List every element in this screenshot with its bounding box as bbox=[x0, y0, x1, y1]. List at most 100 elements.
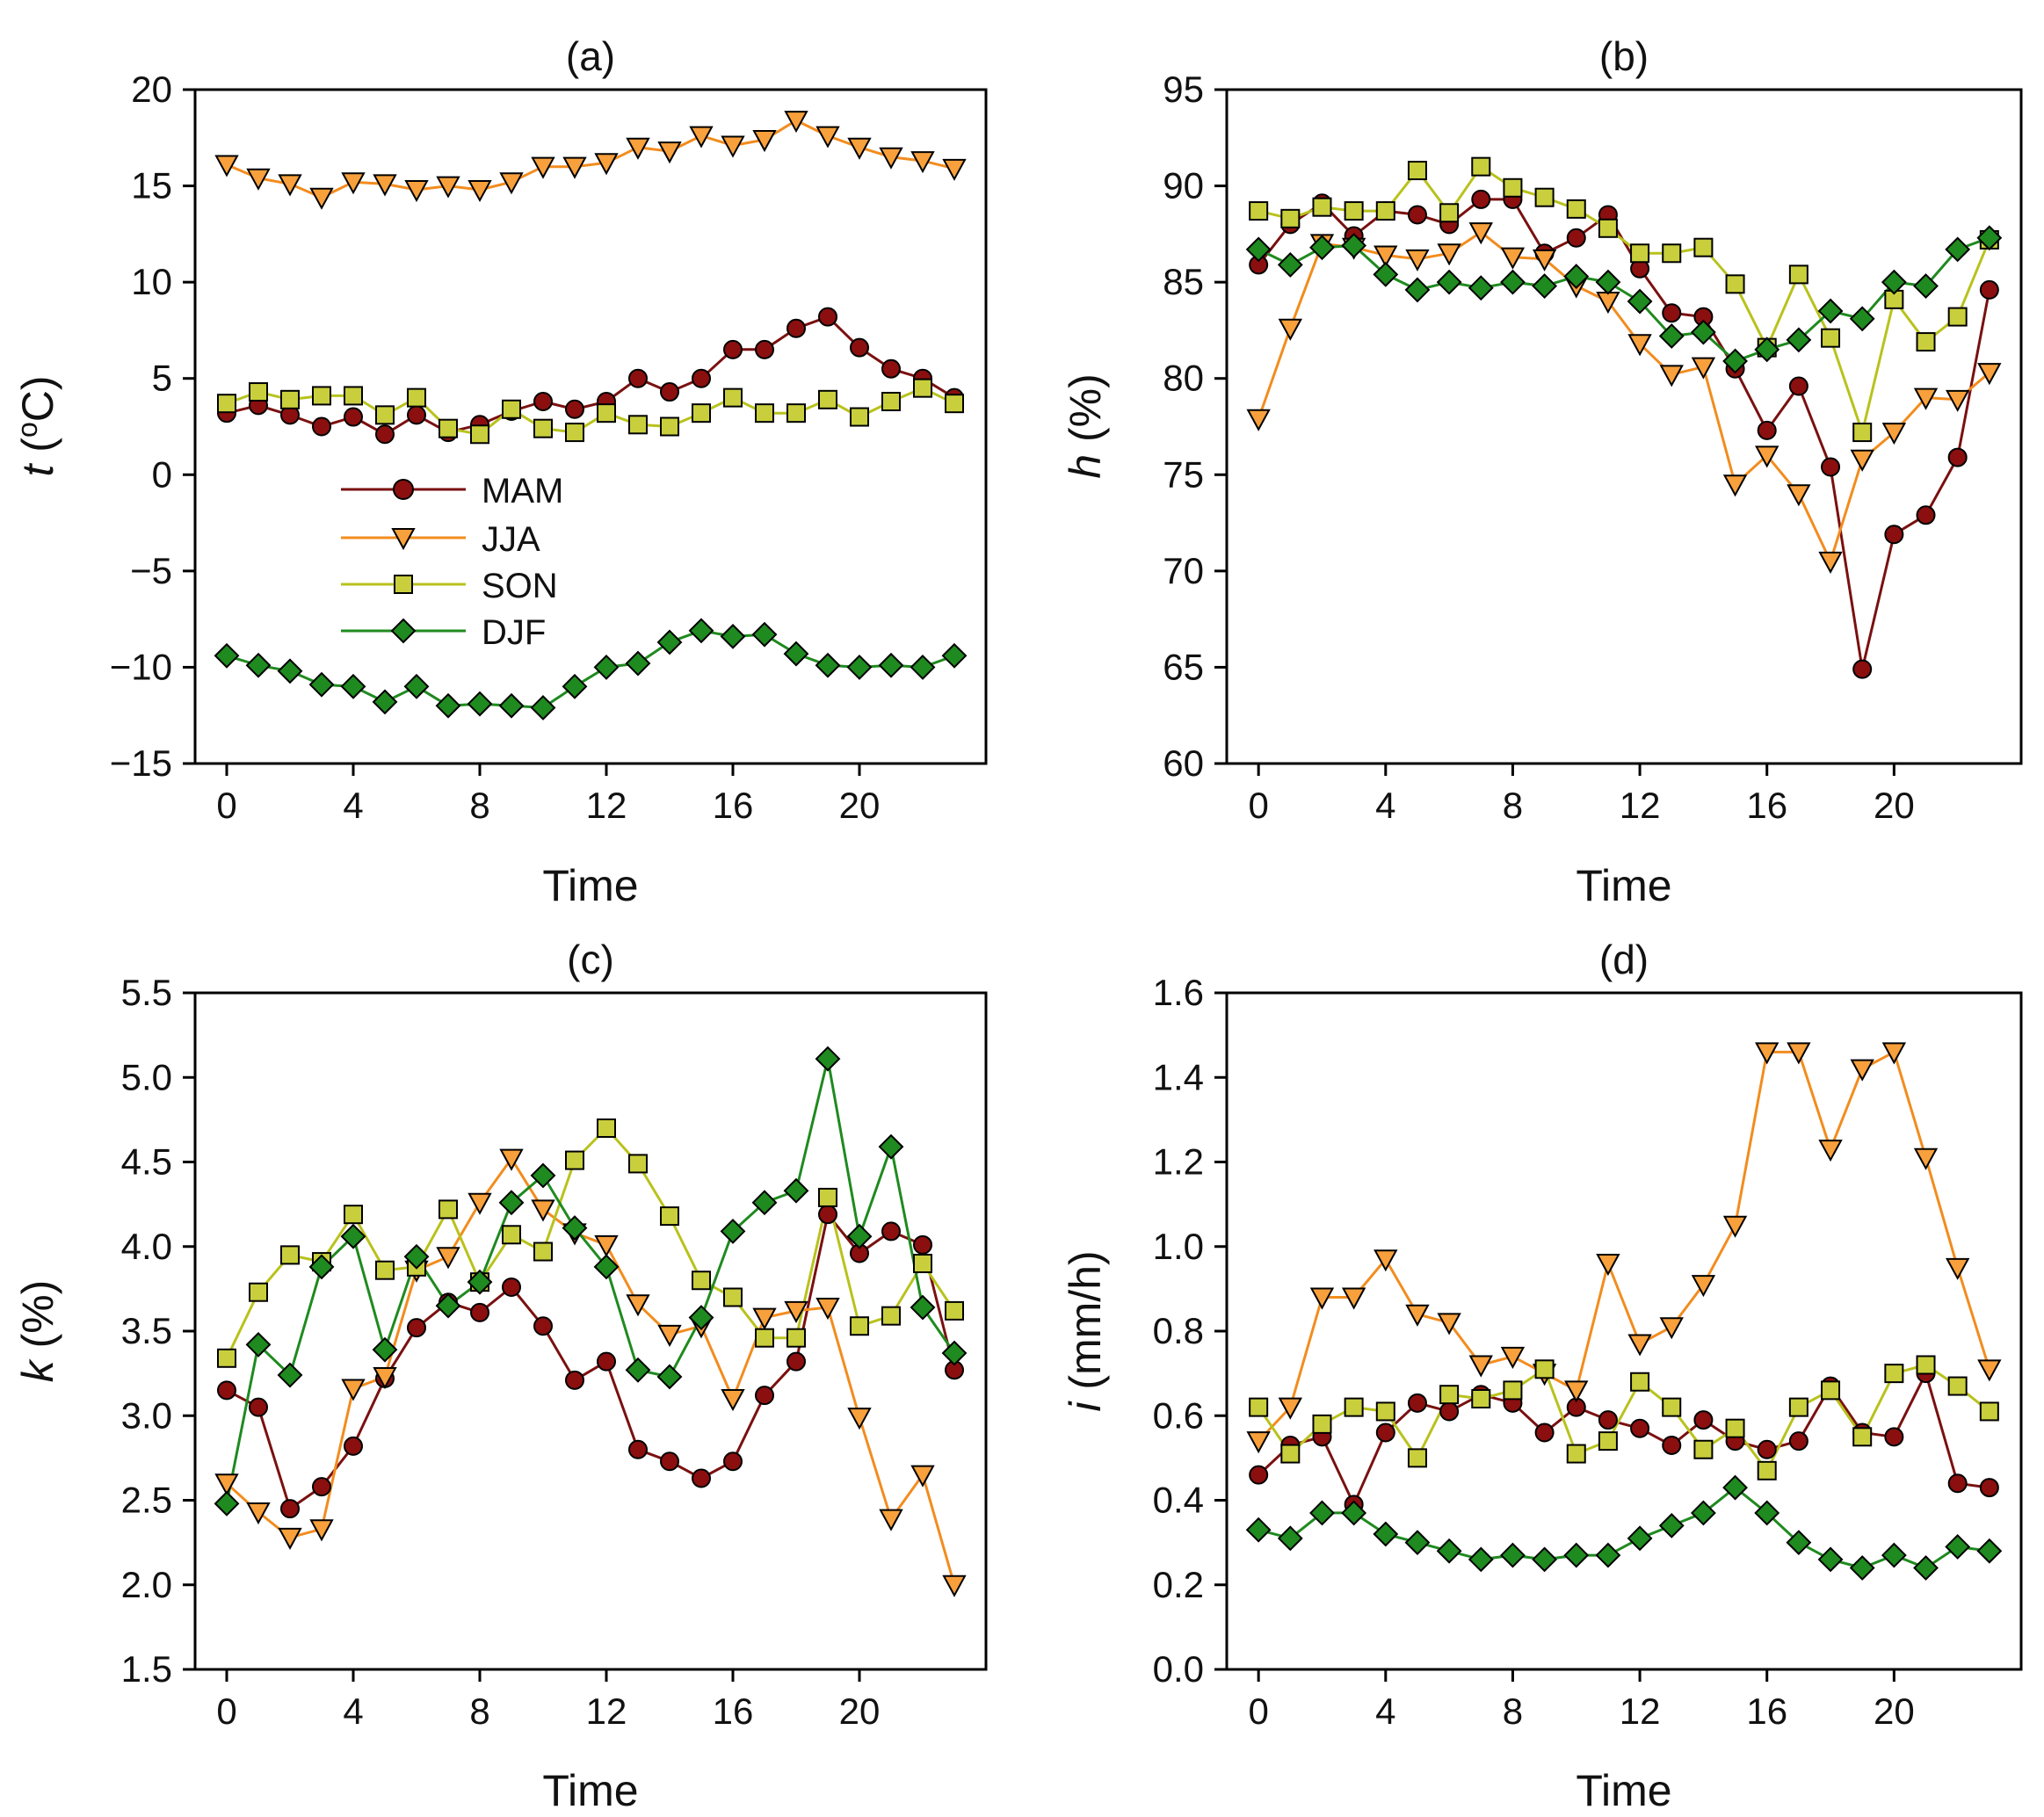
data-point-jja bbox=[721, 135, 745, 158]
axis-ticks: 0 4 8 12 16 20 1.5 2.0 2.5 3.0 3.5 4.0 4.5 5.0 5.5 bbox=[121, 972, 881, 1732]
data-point-djf bbox=[1500, 1542, 1526, 1568]
data-point-djf bbox=[1341, 233, 1367, 258]
data-point-son bbox=[1312, 1414, 1332, 1434]
y-tick-label: 90 bbox=[1163, 165, 1204, 206]
data-point-son bbox=[1249, 201, 1269, 221]
data-point-mam bbox=[723, 1451, 743, 1472]
data-point-jja bbox=[910, 1465, 935, 1488]
y-tick-label: 20 bbox=[131, 69, 172, 110]
data-point-son bbox=[1439, 203, 1460, 223]
data-point-djf bbox=[846, 655, 873, 680]
data-point-djf bbox=[245, 1331, 272, 1357]
x-tick-label: 20 bbox=[1874, 785, 1915, 826]
y-axis-variable: t bbox=[13, 463, 62, 477]
data-point-mam bbox=[818, 1205, 837, 1225]
data-point-son bbox=[755, 403, 774, 423]
data-point-djf bbox=[467, 1269, 493, 1295]
data-point-djf bbox=[1436, 269, 1462, 295]
data-point-son bbox=[1598, 1431, 1618, 1451]
data-point-djf bbox=[1532, 1546, 1558, 1573]
data-point-mam bbox=[280, 1499, 300, 1519]
data-point-djf bbox=[910, 655, 936, 680]
x-tick-label: 20 bbox=[839, 1690, 881, 1732]
data-point-son bbox=[1375, 1401, 1395, 1422]
data-point-jja bbox=[1977, 1359, 2002, 1382]
y-tick-label: 0.8 bbox=[1153, 1310, 1204, 1351]
data-point-jja bbox=[278, 174, 302, 197]
data-point-djf bbox=[878, 1133, 904, 1160]
data-point-son bbox=[945, 394, 964, 414]
legend-marker-son bbox=[394, 575, 413, 594]
data-point-mam bbox=[660, 1451, 679, 1472]
data-point-son bbox=[1788, 1397, 1808, 1417]
y-tick-label: 4.5 bbox=[121, 1141, 172, 1183]
data-point-son bbox=[1503, 177, 1523, 198]
data-point-djf bbox=[815, 1046, 841, 1072]
data-point-jja bbox=[1818, 1140, 1843, 1162]
data-point-son bbox=[1979, 1401, 1999, 1422]
data-point-jja bbox=[1945, 1257, 1970, 1280]
data-point-djf bbox=[846, 1223, 873, 1249]
data-point-son bbox=[660, 1206, 679, 1227]
x-tick-label: 0 bbox=[216, 785, 236, 826]
data-point-jja bbox=[1627, 334, 1652, 357]
data-point-jja bbox=[594, 1234, 619, 1257]
data-point-jja bbox=[1374, 245, 1398, 268]
data-point-djf bbox=[1976, 225, 2003, 251]
data-point-mam bbox=[1757, 1439, 1777, 1459]
plot-frame bbox=[193, 991, 988, 1671]
y-tick-label: 0 bbox=[152, 453, 172, 495]
data-point-son bbox=[565, 423, 584, 443]
data-point-djf bbox=[1595, 1542, 1621, 1568]
data-point-djf bbox=[1563, 264, 1590, 289]
data-point-son bbox=[1947, 307, 1968, 327]
data-point-mam bbox=[1598, 1410, 1618, 1430]
data-point-mam bbox=[1788, 376, 1808, 396]
data-point-jja bbox=[1977, 363, 2002, 386]
data-point-mam bbox=[913, 1234, 932, 1255]
data-point-mam bbox=[1630, 1418, 1650, 1438]
data-point-djf bbox=[1881, 269, 1907, 295]
data-point-djf bbox=[1627, 1525, 1653, 1552]
data-point-jja bbox=[942, 1574, 967, 1597]
data-point-djf bbox=[1658, 323, 1685, 349]
data-point-djf bbox=[1245, 1517, 1272, 1543]
legend-label-mam: MAM bbox=[482, 472, 563, 510]
data-point-son bbox=[1630, 1372, 1650, 1392]
data-point-son bbox=[249, 1282, 268, 1302]
data-point-mam bbox=[565, 1370, 584, 1390]
data-point-djf bbox=[1404, 1530, 1431, 1556]
y-tick-label: 0.6 bbox=[1153, 1394, 1204, 1436]
data-point-mam bbox=[1979, 279, 1999, 300]
data-point-djf bbox=[720, 623, 746, 649]
y-tick-label: 5 bbox=[152, 358, 172, 399]
data-point-mam bbox=[1979, 1478, 1999, 1498]
data-point-son bbox=[1788, 264, 1808, 285]
x-tick-label: 20 bbox=[1874, 1690, 1915, 1732]
x-axis-label: Time bbox=[542, 1766, 638, 1815]
data-point-son bbox=[723, 1287, 743, 1307]
data-point-son bbox=[1566, 199, 1586, 219]
data-point-djf bbox=[340, 1223, 366, 1249]
data-point-jja bbox=[531, 156, 555, 179]
x-tick-label: 0 bbox=[1248, 785, 1268, 826]
data-point-son bbox=[913, 378, 932, 398]
data-point-mam bbox=[1662, 1435, 1682, 1455]
y-axis-variable: k bbox=[13, 1357, 62, 1382]
data-point-mam bbox=[217, 1380, 236, 1401]
y-axis-label: h (%) bbox=[1061, 373, 1110, 478]
x-tick-label: 16 bbox=[1746, 785, 1787, 826]
panel-title: (c) bbox=[567, 937, 614, 982]
data-point-djf bbox=[1658, 1512, 1685, 1538]
y-tick-label: 1.0 bbox=[1153, 1226, 1204, 1267]
data-point-jja bbox=[815, 126, 840, 148]
y-tick-label: 10 bbox=[131, 261, 172, 302]
data-point-jja bbox=[309, 1519, 334, 1542]
data-point-djf bbox=[435, 692, 461, 719]
data-point-jja bbox=[1945, 389, 1970, 412]
y-tick-label: −5 bbox=[130, 550, 172, 591]
data-point-jja bbox=[626, 1294, 650, 1317]
data-point-son bbox=[312, 386, 331, 406]
y-tick-label: 75 bbox=[1163, 453, 1204, 495]
data-point-son bbox=[1503, 1380, 1523, 1401]
